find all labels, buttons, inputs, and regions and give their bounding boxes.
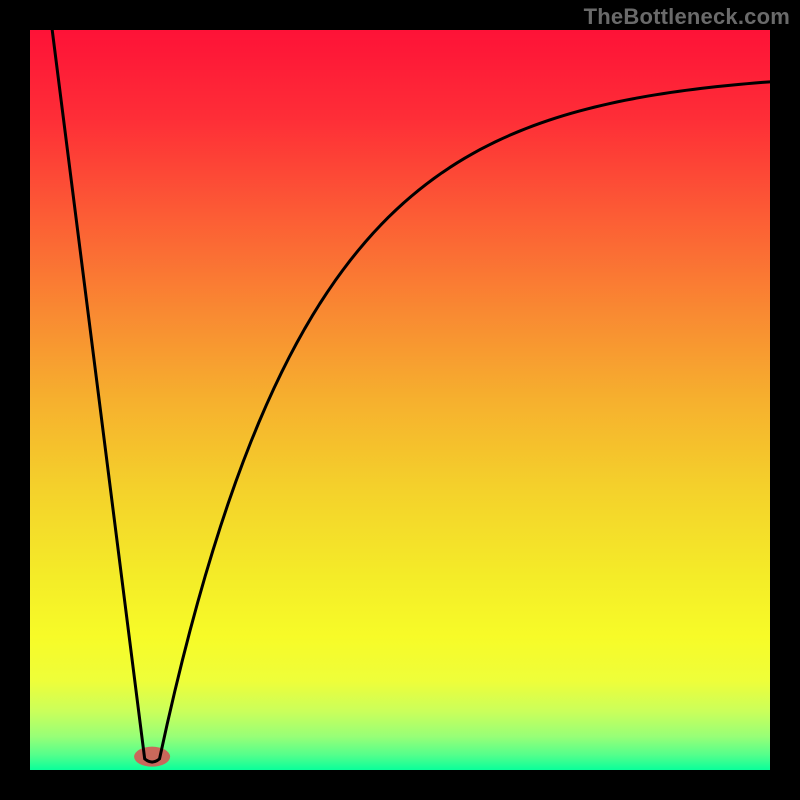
chart-stage: TheBottleneck.com: [0, 0, 800, 800]
optimum-marker: [134, 747, 170, 767]
bottleneck-chart-svg: [0, 0, 800, 800]
watermark-text: TheBottleneck.com: [584, 4, 790, 30]
gradient-plot-area: [30, 30, 770, 770]
